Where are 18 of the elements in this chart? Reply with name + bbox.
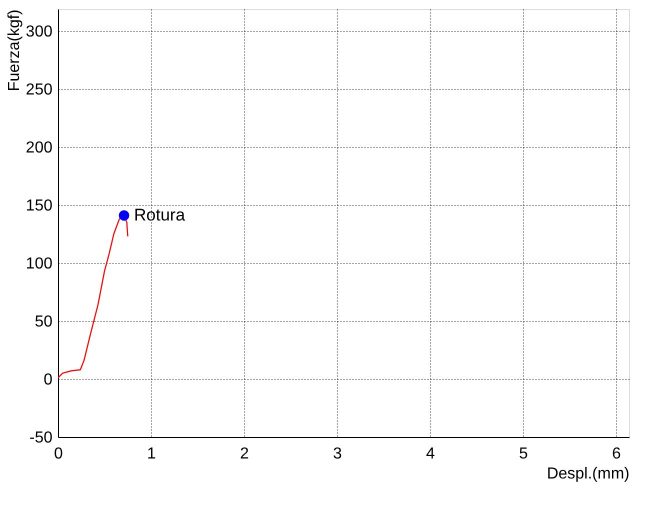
y-tick-label: 100 [26,256,53,273]
x-tick-label: 0 [54,446,64,462]
y-tick-label: 150 [26,198,53,215]
x-tick-label: 1 [147,446,156,462]
x-tick-label: 3 [333,446,342,462]
x-tick-label: 2 [240,446,250,462]
y-tick-label: 300 [26,24,53,41]
x-tick-label: 4 [426,446,436,462]
annotation: Rotura [134,205,186,224]
y-tick-label: 0 [44,372,53,389]
y-tick-label: 50 [34,314,53,331]
y-tick-label: -50 [29,430,53,446]
y-axis-title: Fuerza(kgf) [6,10,23,92]
y-tick-label: 250 [26,82,53,99]
x-tick-label: 5 [519,446,528,462]
y-tick-label: 200 [26,140,53,157]
x-axis-title: Despl.(mm) [546,466,630,482]
x-tick-label: 6 [612,446,622,462]
